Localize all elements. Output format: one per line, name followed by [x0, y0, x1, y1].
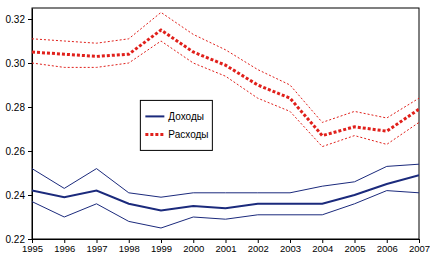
- x-tick: 1997: [86, 239, 107, 254]
- x-tick-label: 2001: [215, 243, 236, 254]
- x-tick-label: 2004: [312, 243, 333, 254]
- x-tick: 1995: [22, 239, 43, 254]
- y-tick-label: 0.26: [6, 146, 26, 157]
- x-tick-label: 1999: [151, 243, 172, 254]
- chart: 0.220.240.260.280.300.321995199619971998…: [0, 0, 430, 255]
- y-tick-mark: [28, 195, 32, 196]
- lines: [32, 12, 419, 228]
- y-tick-mark: [28, 63, 32, 64]
- legend-label: Доходы: [168, 111, 204, 122]
- y-axis-line: [32, 9, 33, 240]
- x-tick-label: 2006: [377, 243, 398, 254]
- legend-label: Расходы: [168, 129, 208, 140]
- y-tick-label: 0.24: [6, 190, 26, 201]
- y-tick: 0.28: [6, 102, 32, 113]
- x-tick-label: 2007: [409, 243, 430, 254]
- y-tick: 0.30: [6, 58, 32, 69]
- x-tick: 2000: [183, 239, 204, 254]
- y-tick: 0.32: [6, 14, 32, 25]
- series-line: [32, 175, 419, 210]
- y-tick-label: 0.30: [6, 58, 26, 69]
- legend-box: [140, 100, 212, 150]
- x-tick: 2006: [377, 239, 398, 254]
- x-tick: 2005: [344, 239, 365, 254]
- x-tick-label: 1997: [86, 243, 107, 254]
- y-tick-label: 0.32: [6, 14, 26, 25]
- x-tick-label: 2002: [248, 243, 269, 254]
- x-tick: 1996: [54, 239, 75, 254]
- x-tick: 2003: [280, 239, 301, 254]
- y-tick: 0.26: [6, 146, 32, 157]
- x-axis: 1995 1996 1997 1998 1999 2000 2001 2002 2003 2004…: [22, 239, 430, 254]
- x-tick-label: 2005: [344, 243, 365, 254]
- x-tick: 1999: [151, 239, 172, 254]
- x-tick: 1998: [119, 239, 140, 254]
- legend: Доходы Расходы: [140, 100, 212, 150]
- x-tick-label: 1995: [22, 243, 43, 254]
- plot: 0.220.240.260.280.300.321995199619971998…: [6, 8, 430, 254]
- x-tick: 2002: [248, 239, 269, 254]
- legend-swatch: [145, 115, 164, 117]
- plot-frame: [32, 8, 419, 239]
- y-tick-mark: [28, 151, 32, 152]
- y-tick-mark: [28, 239, 32, 240]
- y-tick-mark: [28, 19, 32, 20]
- x-tick-label: 1996: [54, 243, 75, 254]
- x-tick-label: 2003: [280, 243, 301, 254]
- y-tick: 0.24: [6, 190, 32, 201]
- x-tick: 2004: [312, 239, 333, 254]
- legend-swatch: [145, 133, 164, 136]
- band-line: [32, 41, 419, 147]
- x-tick-label: 2000: [183, 243, 204, 254]
- band-line: [32, 191, 419, 228]
- band-line: [32, 12, 419, 122]
- series-line: [32, 30, 419, 136]
- x-tick: 2001: [215, 239, 236, 254]
- y-axis: 0.220.240.260.280.300.32: [6, 9, 33, 245]
- y-tick-mark: [28, 107, 32, 108]
- x-tick-label: 1998: [119, 243, 140, 254]
- y-tick-label: 0.28: [6, 102, 26, 113]
- x-tick: 2007: [409, 239, 430, 254]
